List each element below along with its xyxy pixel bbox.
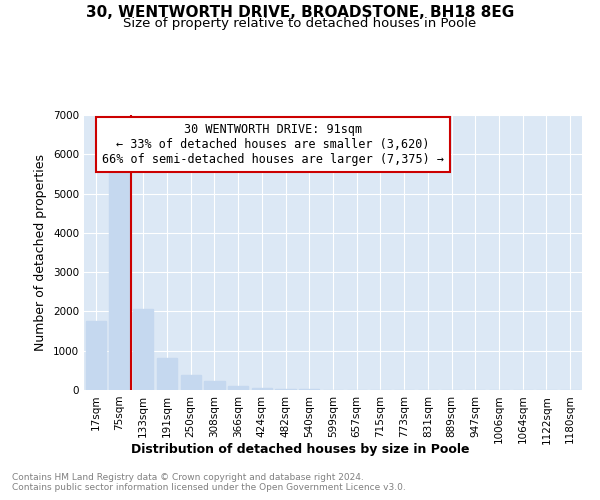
Bar [205, 382, 224, 390]
Bar [181, 375, 201, 390]
Bar [109, 164, 130, 390]
Bar [86, 322, 106, 390]
Text: Size of property relative to detached houses in Poole: Size of property relative to detached ho… [124, 18, 476, 30]
Bar [157, 358, 177, 390]
Text: 30 WENTWORTH DRIVE: 91sqm
← 33% of detached houses are smaller (3,620)
66% of se: 30 WENTWORTH DRIVE: 91sqm ← 33% of detac… [102, 123, 444, 166]
Text: Distribution of detached houses by size in Poole: Distribution of detached houses by size … [131, 442, 469, 456]
Text: 30, WENTWORTH DRIVE, BROADSTONE, BH18 8EG: 30, WENTWORTH DRIVE, BROADSTONE, BH18 8E… [86, 5, 514, 20]
Bar [252, 388, 272, 390]
Bar [228, 386, 248, 390]
Bar [275, 389, 296, 390]
Text: Contains HM Land Registry data © Crown copyright and database right 2024.: Contains HM Land Registry data © Crown c… [12, 472, 364, 482]
Bar [133, 310, 154, 390]
Y-axis label: Number of detached properties: Number of detached properties [34, 154, 47, 351]
Text: Contains public sector information licensed under the Open Government Licence v3: Contains public sector information licen… [12, 484, 406, 492]
